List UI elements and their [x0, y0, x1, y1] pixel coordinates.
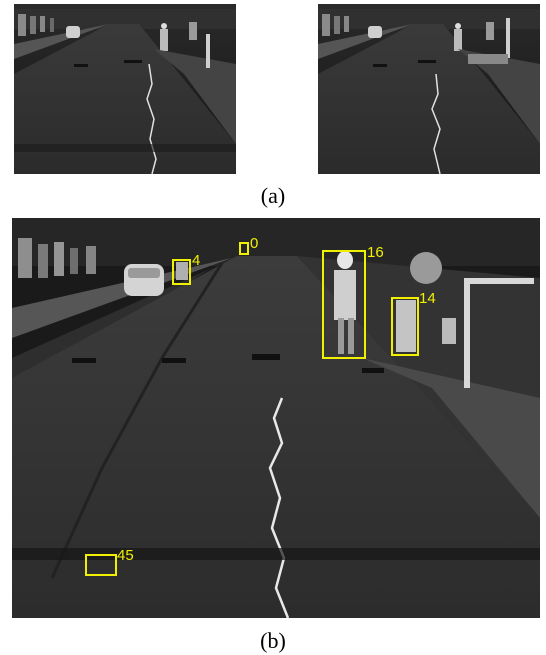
detection-box-4	[172, 259, 191, 285]
detection-box-16	[322, 250, 366, 359]
detection-label-14: 14	[419, 290, 436, 307]
thermal-frame-annotated: 4 0 16 14 45	[12, 218, 540, 618]
detection-label-16: 16	[367, 244, 384, 261]
caption-b: (b)	[260, 628, 286, 653]
detection-label-45: 45	[117, 547, 134, 564]
detection-box-14	[391, 297, 419, 356]
thermal-frame-left	[14, 4, 236, 174]
detection-box-0	[239, 242, 249, 255]
thermal-frame-right	[318, 4, 540, 174]
detection-label-0: 0	[250, 235, 259, 252]
thermal-scene-right	[318, 4, 540, 174]
detection-label-4: 4	[192, 252, 201, 269]
thermal-scene-left	[14, 4, 236, 174]
detection-box-45	[85, 554, 117, 576]
thermal-scene-annotated	[12, 218, 540, 618]
caption-a: (a)	[260, 183, 286, 208]
